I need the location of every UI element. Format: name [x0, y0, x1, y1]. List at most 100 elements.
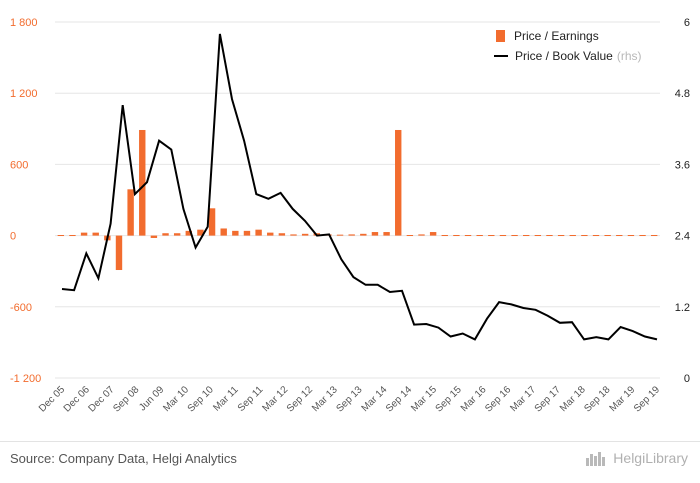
pe-bar [534, 235, 542, 237]
x-axis-label: Jun 09 [137, 384, 166, 413]
pe-bar [418, 234, 425, 236]
library-icon [586, 450, 608, 466]
pe-bar [639, 235, 646, 237]
x-axis-label: Mar 17 [508, 384, 538, 414]
legend-swatch-line [494, 55, 508, 57]
x-axis-label: Sep 11 [236, 384, 266, 414]
x-axis-label: Mar 13 [310, 384, 340, 414]
pe-bar [371, 232, 379, 236]
x-axis-label: Sep 18 [582, 384, 612, 414]
source-note: Source: Company Data, Helgi Analytics [10, 451, 237, 466]
legend-label-rhs: (rhs) [616, 49, 642, 63]
pe-bar [453, 235, 460, 237]
pe-bar [197, 229, 204, 236]
pe-bar [650, 235, 658, 237]
pe-bar [592, 235, 600, 237]
footer-divider [0, 441, 700, 442]
x-axis-label: Dec 07 [87, 384, 117, 414]
x-axis-label: Mar 18 [558, 384, 588, 414]
x-axis-label: Dec 05 [37, 384, 67, 414]
pe-bar [185, 230, 192, 236]
pe-bar [92, 232, 99, 236]
x-axis-label: Mar 19 [608, 384, 638, 414]
right-axis-label: 3.6 [675, 159, 690, 171]
pe-bar [139, 129, 146, 236]
gridlines [55, 21, 660, 379]
pe-bar [569, 235, 576, 237]
x-axis-label: Sep 13 [334, 384, 364, 414]
x-axis-label: Sep 14 [384, 384, 414, 414]
pe-bars [57, 129, 658, 271]
pe-bar [348, 234, 355, 236]
pe-bar [511, 235, 518, 237]
pe-bar [616, 235, 623, 237]
x-axis-label: Sep 19 [632, 384, 662, 414]
x-axis-label: Mar 14 [360, 384, 390, 414]
legend-swatch-bar [496, 30, 505, 42]
pe-bar [499, 235, 507, 237]
pe-bar [80, 232, 88, 236]
right-axis-label: 0 [684, 373, 690, 385]
pe-bar [267, 232, 274, 236]
right-axis-label: 1.2 [675, 302, 690, 314]
pe-bar [150, 235, 158, 238]
pe-bar [173, 233, 181, 236]
left-axis-ticks: 1 800 1 200 600 0 -600 -1 200 [10, 17, 41, 385]
pe-bar [546, 235, 553, 237]
x-axis-label: Sep 15 [434, 384, 464, 414]
pe-bar [360, 233, 367, 236]
x-axis-label: Mar 16 [459, 384, 489, 414]
pe-bar [162, 233, 169, 236]
right-axis-label: 6 [684, 17, 690, 29]
pe-bar [220, 228, 227, 236]
pe-bar [488, 235, 495, 237]
pe-bar [243, 230, 251, 236]
pe-bar [395, 129, 402, 236]
pe-bar [406, 235, 414, 237]
right-axis-ticks: 6 4.8 3.6 2.4 1.2 0 [675, 17, 690, 385]
pe-bar [232, 230, 239, 236]
pe-bar [278, 233, 286, 236]
pe-bar [255, 229, 262, 236]
pe-bar [336, 234, 344, 236]
pe-bar [581, 235, 588, 237]
pe-bar [69, 235, 76, 237]
x-axis-label: Sep 12 [285, 384, 315, 414]
x-axis-label: Sep 08 [111, 384, 141, 414]
pe-bar [115, 235, 123, 271]
pe-bar [604, 235, 611, 237]
pe-bar [383, 232, 390, 236]
pe-bar [429, 232, 437, 236]
left-axis-label: -600 [10, 302, 32, 314]
x-axis-label: Mar 10 [161, 384, 191, 414]
x-axis-label: Mar 15 [409, 384, 439, 414]
brand-name: HelgiLibrary [613, 450, 688, 466]
left-axis-label: 1 200 [10, 88, 38, 100]
pe-bar [627, 235, 635, 237]
right-axis-label: 2.4 [675, 231, 690, 243]
pb-line [61, 33, 658, 341]
legend-label-pe: Price / Earnings [514, 29, 599, 43]
left-axis-label: 600 [10, 159, 28, 171]
pe-bar [57, 235, 65, 237]
pe-bar [290, 234, 297, 236]
x-axis-label: Sep 17 [533, 384, 563, 414]
pe-bar [523, 235, 530, 237]
legend-item-pe: Price / Earnings [492, 26, 642, 46]
brand-logo: HelgiLibrary [586, 450, 688, 466]
x-axis-label: Sep 10 [186, 384, 216, 414]
pe-bar [301, 233, 309, 236]
right-axis-label: 4.8 [675, 88, 690, 100]
pe-bar [557, 235, 565, 237]
pe-bar [441, 235, 448, 237]
legend-item-pb: Price / Book Value (rhs) [492, 46, 642, 66]
legend-label-pb: Price / Book Value [515, 49, 613, 63]
left-axis-label: 0 [10, 231, 16, 243]
pe-bar [208, 208, 216, 236]
x-axis-label: Sep 16 [483, 384, 513, 414]
pe-bar [127, 189, 134, 236]
x-axis-label: Mar 12 [260, 384, 290, 414]
x-axis-label: Mar 11 [211, 384, 241, 414]
